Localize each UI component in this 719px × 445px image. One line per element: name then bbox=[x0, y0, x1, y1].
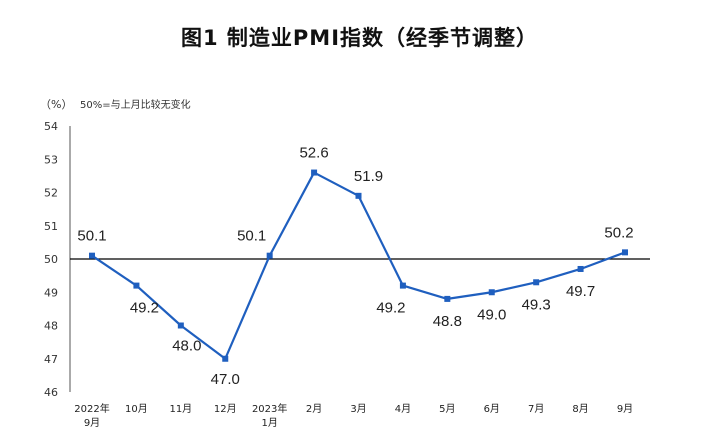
data-label: 50.1 bbox=[77, 228, 106, 245]
y-unit-label: （%） bbox=[40, 98, 72, 111]
x-tick-label: 8月 bbox=[572, 403, 588, 415]
data-label: 50.1 bbox=[237, 228, 266, 245]
data-point bbox=[311, 169, 318, 176]
x-tick-label: 1月 bbox=[261, 417, 277, 429]
data-label: 49.3 bbox=[522, 296, 551, 313]
data-point bbox=[622, 249, 628, 256]
data-label: 48.8 bbox=[433, 313, 462, 330]
y-tick-label: 51 bbox=[44, 220, 58, 233]
data-label: 49.7 bbox=[566, 283, 595, 300]
data-label: 52.6 bbox=[299, 145, 328, 162]
y-tick-label: 50 bbox=[44, 253, 58, 266]
y-tick-label: 52 bbox=[44, 187, 58, 200]
data-label: 49.0 bbox=[477, 306, 506, 323]
data-point bbox=[533, 279, 540, 286]
series-line bbox=[91, 171, 626, 360]
y-tick-label: 49 bbox=[44, 286, 58, 299]
reference-note: 50%=与上月比较无变化 bbox=[80, 98, 191, 111]
x-tick-label: 11月 bbox=[169, 403, 192, 415]
x-tick-label: 7月 bbox=[528, 403, 544, 415]
data-point bbox=[444, 295, 451, 302]
x-tick-label: 5月 bbox=[439, 403, 455, 415]
chart-title: 图1 制造业PMI指数（经季节调整） bbox=[180, 26, 539, 50]
data-label: 49.2 bbox=[130, 300, 159, 317]
x-tick-label: 4月 bbox=[395, 403, 411, 415]
y-tick-label: 54 bbox=[44, 120, 58, 133]
y-tick-label: 53 bbox=[44, 153, 58, 166]
y-tick-label: 47 bbox=[44, 353, 58, 366]
y-tick-label: 48 bbox=[44, 320, 58, 333]
data-label: 50.2 bbox=[604, 224, 633, 241]
data-point bbox=[355, 192, 362, 199]
data-point bbox=[266, 252, 273, 259]
x-tick-label: 9月 bbox=[617, 403, 633, 415]
x-tick-label: 2月 bbox=[306, 403, 322, 415]
data-label: 47.0 bbox=[211, 371, 240, 388]
data-point bbox=[89, 252, 95, 259]
x-tick-label: 6月 bbox=[484, 403, 500, 415]
data-point bbox=[222, 355, 229, 362]
data-point bbox=[399, 282, 406, 289]
x-tick-label: 2022年 bbox=[74, 402, 109, 415]
x-tick-label: 2023年 bbox=[252, 402, 287, 415]
data-point bbox=[577, 265, 584, 272]
data-label: 48.0 bbox=[172, 338, 201, 355]
data-point bbox=[177, 322, 184, 329]
data-point bbox=[133, 282, 140, 289]
data-point bbox=[488, 289, 495, 296]
y-tick-label: 46 bbox=[44, 386, 58, 399]
data-label: 49.2 bbox=[376, 300, 405, 317]
data-label: 51.9 bbox=[354, 168, 383, 185]
x-tick-label: 12月 bbox=[214, 403, 237, 415]
x-tick-label: 3月 bbox=[350, 403, 366, 415]
x-tick-label: 9月 bbox=[84, 417, 100, 429]
x-tick-label: 10月 bbox=[125, 403, 148, 415]
